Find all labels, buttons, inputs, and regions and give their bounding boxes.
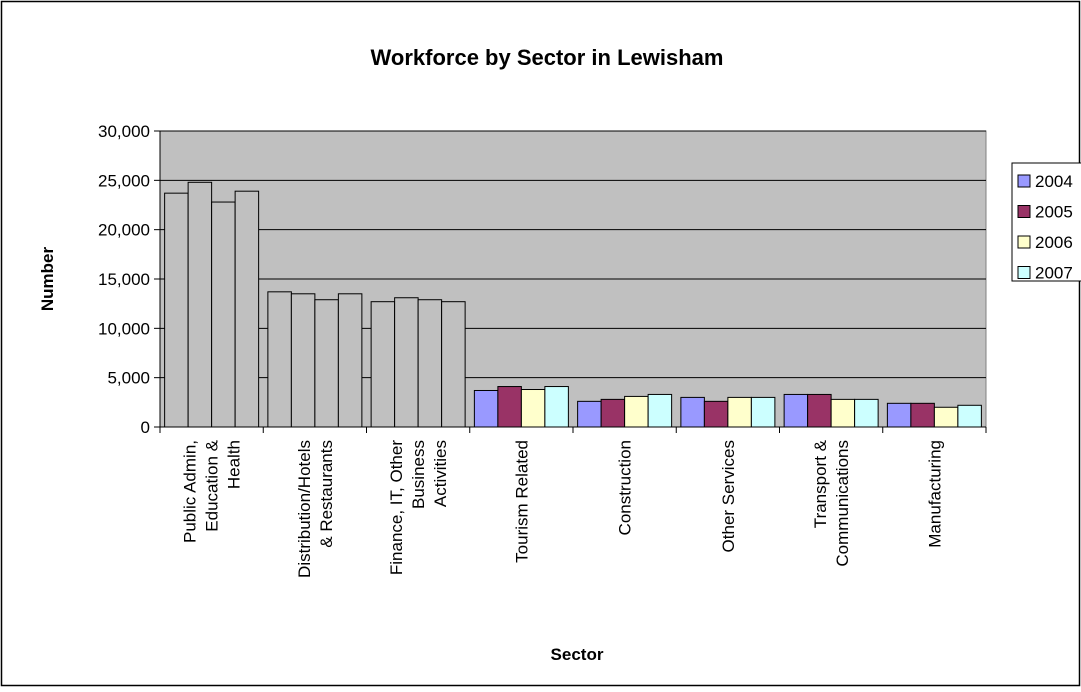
- bar: [370, 301, 396, 428]
- category-label: Health: [225, 440, 244, 489]
- legend-swatch: [1017, 205, 1031, 218]
- legend-swatch: [1017, 174, 1031, 188]
- y-tick-label: 5,000: [107, 369, 150, 388]
- bar: [473, 389, 499, 428]
- bar: [957, 404, 982, 428]
- bar: [441, 301, 466, 428]
- y-tick-label: 10,000: [98, 319, 150, 338]
- bar: [807, 393, 832, 428]
- bar: [290, 293, 316, 428]
- bar: [187, 181, 213, 428]
- bar: [647, 393, 673, 428]
- bar: [497, 386, 522, 428]
- legend-label: 2006: [1035, 233, 1073, 252]
- category-label: Manufacturing: [925, 440, 944, 548]
- bar: [544, 386, 569, 428]
- bar: [337, 293, 363, 428]
- x-axis-title: Sector: [551, 645, 604, 664]
- bar: [314, 299, 339, 428]
- bar: [577, 400, 602, 428]
- bar: [830, 398, 856, 428]
- y-tick-label: 15,000: [98, 270, 150, 289]
- category-label: Other Services: [719, 440, 738, 552]
- bar: [600, 398, 626, 428]
- y-tick-label: 30,000: [98, 122, 150, 141]
- y-tick-label: 25,000: [98, 171, 150, 190]
- category-label: Tourism Related: [512, 440, 531, 563]
- category-label: Distribution/Hotels: [295, 440, 314, 578]
- bar: [727, 396, 752, 428]
- bar: [267, 291, 292, 428]
- category-label: Finance, IT, Other: [387, 440, 406, 575]
- bar: [394, 297, 419, 428]
- category-label: Education &: [203, 439, 222, 531]
- legend-swatch: [1017, 235, 1031, 249]
- legend-label: 2007: [1035, 264, 1073, 283]
- bar: [164, 192, 189, 428]
- category-label: & Restaurants: [317, 440, 336, 548]
- legend-swatch: [1017, 266, 1031, 279]
- legend-label: 2004: [1035, 172, 1073, 191]
- bar: [680, 396, 705, 428]
- y-axis-title: Number: [38, 247, 57, 312]
- y-tick-label: 20,000: [98, 221, 150, 240]
- category-label: Communications: [833, 440, 852, 567]
- chart-title: Workforce by Sector in Lewisham: [371, 45, 724, 70]
- bar: [703, 400, 729, 428]
- bar: [417, 299, 443, 428]
- y-tick-label: 0: [141, 418, 150, 437]
- legend-label: 2005: [1035, 203, 1073, 222]
- category-label: Public Admin,: [181, 440, 200, 543]
- bar: [910, 402, 935, 428]
- bar: [854, 398, 879, 428]
- bar: [750, 396, 776, 428]
- category-label: Construction: [616, 440, 635, 535]
- category-label: Business: [409, 440, 428, 509]
- bar: [933, 406, 959, 428]
- bar: [886, 402, 912, 428]
- category-label: Activities: [431, 440, 450, 507]
- bar: [211, 201, 236, 428]
- category-label: Transport &: [811, 439, 830, 528]
- bar: [624, 395, 649, 428]
- bar: [783, 393, 809, 428]
- bar: [234, 190, 260, 428]
- bar: [520, 389, 546, 428]
